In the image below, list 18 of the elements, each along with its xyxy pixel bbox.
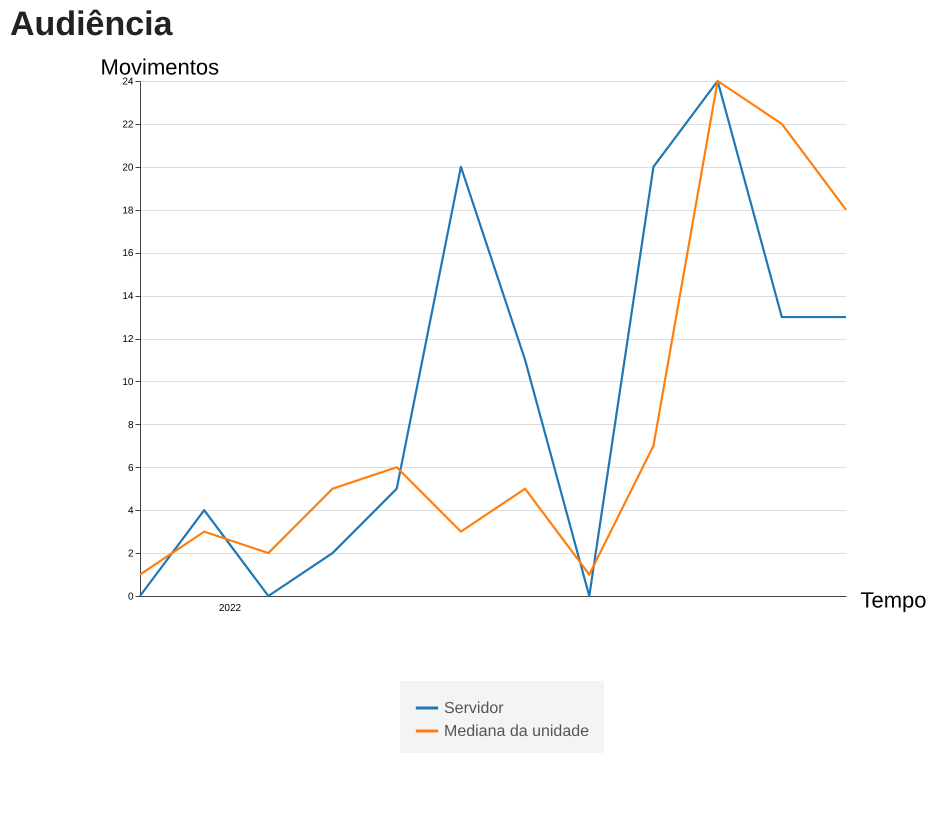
y-tick-label: 22 [122,119,134,130]
y-tick-label: 14 [122,291,134,302]
y-tick-label: 2 [128,548,134,560]
y-tick-label: 0 [128,592,134,602]
chart-title: Audiência [10,5,174,43]
legend-label: Mediana da unidade [444,723,590,740]
y-tick-label: 4 [128,506,134,517]
y-tick-label: 18 [122,205,134,216]
y-tick-label: 16 [122,248,134,260]
text: 2022 [218,603,242,614]
legend-label: Servidor [444,700,504,717]
y-tick-label: 8 [128,420,134,431]
x-axis-title: Tempo [860,588,927,612]
y-tick-label: 24 [122,76,134,88]
y-tick-label: 20 [122,162,134,174]
y-tick-label: 10 [122,376,134,388]
y-tick-label: 12 [122,334,134,345]
y-tick-label: 6 [128,462,134,474]
